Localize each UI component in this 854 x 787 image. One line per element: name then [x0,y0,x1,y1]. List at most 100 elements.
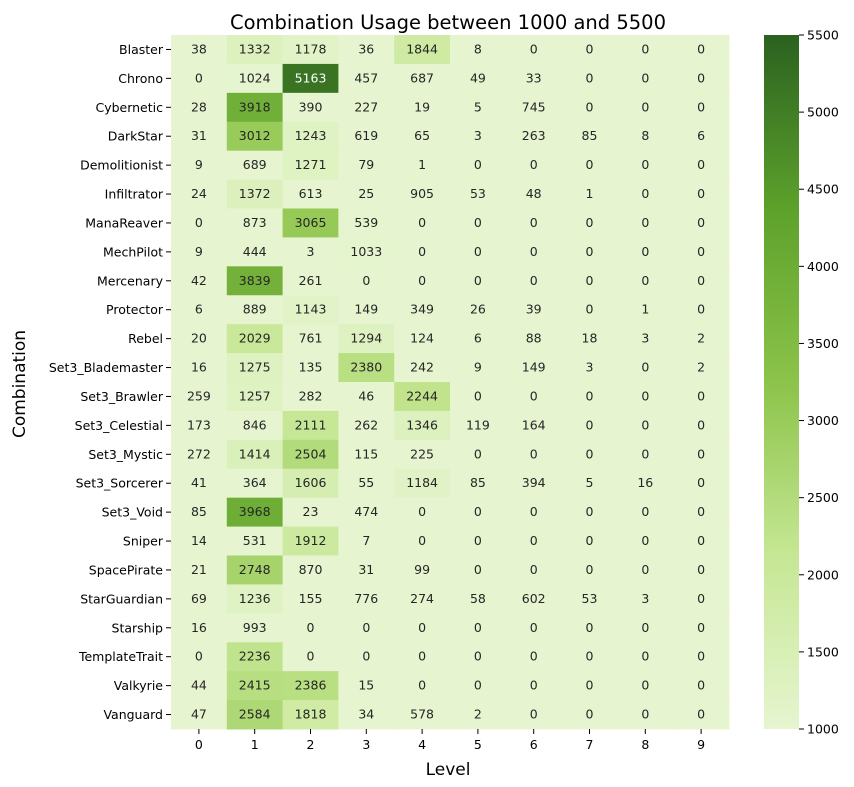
heatmap-cell [226,63,284,94]
heatmap-cell [505,63,563,94]
cell-value-label: 0 [362,273,370,288]
cell-value-label: 16 [191,620,207,635]
cell-value-label: 390 [299,99,323,114]
heatmap-cell [394,266,451,296]
x-tick-label: 0 [195,737,203,752]
cell-value-label: 3 [474,128,482,143]
heatmap-cell [673,526,730,556]
heatmap-cell [282,324,339,354]
heatmap-cell [617,150,674,181]
heatmap-cell [617,121,674,152]
cell-value-label: 6 [474,331,482,346]
cell-value-label: 0 [697,446,705,461]
heatmap-cell [171,295,228,325]
y-tick-label: Demolitionist [80,158,163,173]
cell-value-label: 0 [530,446,538,461]
cell-value-label: 1236 [239,591,271,606]
heatmap-cell [282,208,339,238]
cell-value-label: 274 [410,591,434,606]
heatmap-cell [617,410,674,441]
cell-value-label: 0 [586,417,594,432]
heatmap-cell [561,584,618,614]
cell-value-label: 0 [641,157,649,172]
heatmap-cell [338,237,395,267]
cell-value-label: 870 [299,562,323,577]
heatmap-cell [505,150,563,181]
heatmap-cell [338,468,395,499]
cell-value-label: 0 [530,157,538,172]
heatmap-cell [673,208,730,238]
heatmap-cell [338,526,395,556]
cell-value-label: 15 [358,678,374,693]
heatmap-cell [282,497,339,528]
cell-value-label: 776 [354,591,378,606]
heatmap-cell [226,642,284,672]
heatmap-cell [171,179,228,209]
cell-value-label: 135 [299,360,323,375]
cell-value-label: 23 [303,504,319,519]
colorbar: 1000 1500 2000 2500 3000 3500 4000 4500 5000 5500 [764,28,839,737]
cell-value-label: 0 [586,157,594,172]
heatmap-cell [450,584,507,614]
heatmap-cell [617,555,674,585]
heatmap-cell [171,324,228,354]
heatmap-cell [282,35,339,65]
cell-value-label: 905 [410,186,434,201]
heatmap-cell [282,237,339,267]
heatmap-cell [561,671,618,701]
heatmap-cell [338,324,395,354]
cell-value-label: 0 [586,70,594,85]
cell-value-label: 0 [697,99,705,114]
heatmap-cell [394,92,451,123]
heatmap-cell [450,179,507,209]
cell-value-label: 3012 [239,128,271,143]
y-tick-label: Set3_Mystic [88,447,163,462]
cell-value-label: 2 [697,360,705,375]
cell-value-label: 0 [586,504,594,519]
cell-value-label: 0 [474,649,482,664]
heatmap-cell [673,555,730,585]
x-tick-label: 8 [641,737,649,752]
cell-value-label: 88 [526,331,542,346]
cell-value-label: 5 [474,99,482,114]
cell-value-label: 227 [354,99,378,114]
cell-value-label: 0 [641,186,649,201]
cell-value-label: 85 [191,504,207,519]
heatmap-cell [226,35,284,65]
cell-value-label: 26 [470,302,486,317]
cell-value-label: 1606 [295,475,327,490]
x-tick-label: 9 [697,737,705,752]
heatmap-cell [338,35,395,65]
y-tick-label: Chrono [118,71,163,86]
cell-value-label: 0 [474,504,482,519]
cell-value-label: 3065 [295,215,327,230]
heatmap-cell [505,237,563,267]
cell-value-label: 33 [526,70,542,85]
heatmap-cell [282,700,339,730]
cell-value-label: 846 [243,417,267,432]
heatmap-cell [226,353,284,383]
cell-value-label: 0 [697,533,705,548]
heatmap-cells: 38 1332 1178 36 1844 8 0 0 0 00 1024 5163 457 687 49 33… [171,35,730,730]
cell-value-label: 58 [470,591,486,606]
cell-value-label: 262 [354,417,378,432]
heatmap-cell [171,266,228,296]
cell-value-label: 0 [641,41,649,56]
heatmap-cell [226,439,284,470]
y-tick-label: Starship [112,620,164,635]
heatmap-cell [450,266,507,296]
heatmap-cell [394,671,451,701]
heatmap-cell [338,179,395,209]
heatmap-cell [394,179,451,209]
heatmap-cell [450,63,507,94]
heatmap-cell [617,324,674,354]
heatmap-cell [673,35,730,65]
heatmap-cell [450,671,507,701]
heatmap-cell [673,121,730,152]
cell-value-label: 1818 [295,707,327,722]
cell-value-label: 0 [195,649,203,664]
heatmap-cell [226,700,284,730]
colorbar-tick-label: 4000 [807,259,839,274]
heatmap-cell [450,150,507,181]
